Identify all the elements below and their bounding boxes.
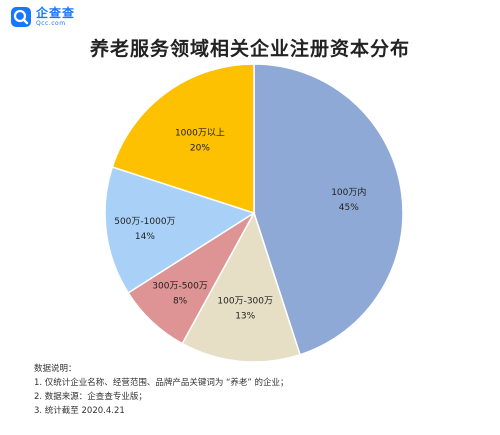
brand-logo: 企查查 Qcc.com: [10, 6, 75, 28]
slice-label-300w-500w: 300万-500万: [152, 282, 208, 292]
pie-labels: 100万内 45% 100万-300万 13% 300万-500万 8% 500万-1000…: [114, 128, 366, 322]
pie-slice-500w-1000w: [104, 166, 256, 294]
pie-slice-1000w-plus: [111, 63, 255, 215]
pie-slices: [104, 63, 404, 363]
qcc-logo-icon: [11, 7, 31, 27]
brand-name: 企查查: [36, 6, 76, 20]
slice-value-100w-within: 45%: [339, 203, 359, 213]
slice-value-300w-500w: 8%: [173, 297, 188, 307]
slice-value-500w-1000w: 14%: [135, 232, 155, 242]
slice-value-100w-300w: 13%: [235, 312, 255, 322]
note-item-2: 2. 数据来源：企查查专业版；: [34, 392, 147, 402]
chart-title: 养老服务领域相关企业注册资本分布: [89, 38, 410, 60]
note-item-1: 1. 仅统计企业名称、经营范围、品牌产品关键词为 “养老” 的企业；: [34, 378, 289, 388]
pie-slice-100w-within: [253, 63, 404, 356]
slice-label-500w-1000w: 500万-1000万: [114, 217, 175, 227]
slice-label-100w-300w: 100万-300万: [217, 297, 273, 307]
pie-slice-100w-300w: [181, 211, 301, 363]
slice-value-1000w-plus: 20%: [190, 144, 210, 154]
brand-url: Qcc.com: [36, 20, 66, 27]
slice-label-1000w-plus: 1000万以上: [175, 128, 225, 139]
notes-heading: 数据说明：: [34, 364, 77, 374]
data-notes: 数据说明： 1. 仅统计企业名称、经营范围、品牌产品关键词为 “养老” 的企业；…: [34, 362, 289, 418]
slice-label-100w-within: 100万内: [331, 186, 366, 198]
note-item-3: 3. 统计截至 2020.4.21: [34, 406, 125, 416]
